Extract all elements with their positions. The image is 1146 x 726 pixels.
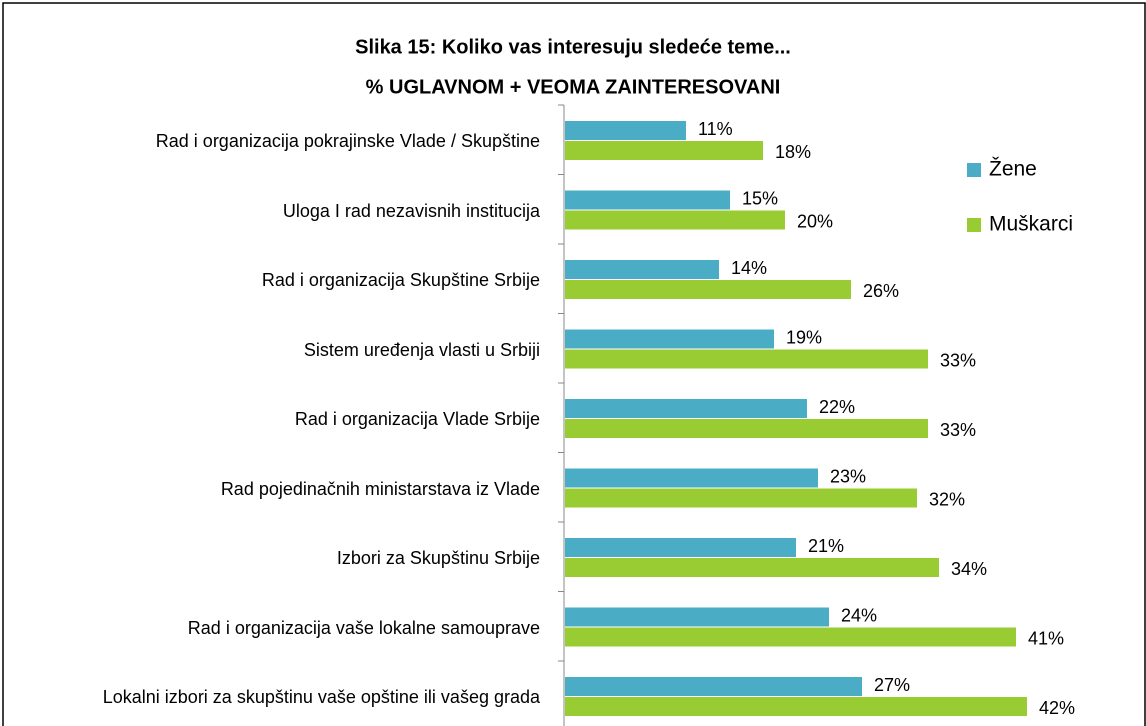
category-label: Izbori za Skupštinu Srbije	[336, 548, 540, 568]
data-label: 14%	[731, 258, 767, 278]
data-label: 33%	[940, 350, 976, 370]
category-label: Rad i organizacija vaše lokalne samoupra…	[187, 617, 540, 638]
data-label: 33%	[940, 420, 976, 440]
legend-swatch	[967, 218, 981, 232]
category-label: Rad i organizacija pokrajinske Vlade / S…	[155, 131, 540, 151]
bar	[565, 538, 796, 557]
data-label: 24%	[841, 605, 877, 625]
data-label: 32%	[929, 489, 965, 509]
data-label: 19%	[786, 327, 822, 347]
bar	[565, 468, 818, 488]
data-label: 34%	[951, 559, 987, 579]
data-label: 23%	[830, 466, 866, 486]
bar	[565, 488, 917, 508]
bar	[565, 141, 763, 160]
data-label: 42%	[1039, 698, 1075, 718]
bar	[565, 627, 1016, 647]
data-label: 21%	[808, 536, 844, 556]
bar	[565, 349, 928, 369]
category-label: Uloga I rad nezavisnih institucija	[282, 200, 540, 221]
bar	[565, 329, 774, 349]
bar	[565, 419, 928, 438]
category-label: Rad i organizacija Skupštine Srbije	[261, 270, 540, 290]
bar	[565, 677, 862, 696]
category-label: Rad i organizacija Vlade Srbije	[294, 409, 540, 429]
bar	[565, 280, 851, 299]
chart-title: Slika 15: Koliko vas interesuju sledeće …	[355, 36, 791, 58]
bar	[565, 697, 1027, 716]
category-label: Rad pojedinačnih ministarstava iz Vlade	[220, 478, 540, 499]
legend-label: Muškarci	[989, 213, 1073, 236]
bar	[565, 607, 829, 627]
bar	[565, 399, 807, 418]
bar	[565, 121, 686, 140]
data-label: 41%	[1028, 628, 1064, 648]
data-label: 11%	[698, 119, 733, 139]
data-label: 26%	[863, 281, 899, 301]
data-label: 20%	[797, 211, 833, 231]
bar	[565, 260, 719, 279]
category-label: Sistem uređenja vlasti u Srbiji	[303, 339, 540, 360]
bar	[565, 190, 730, 210]
category-label: Lokalni izbori za skupštinu vaše opštine…	[102, 687, 540, 707]
chart-subtitle: % UGLAVNOM + VEOMA ZAINTERESOVANI	[366, 76, 781, 98]
data-label: 22%	[819, 397, 855, 417]
bar	[565, 210, 785, 230]
legend-label: Žene	[989, 158, 1037, 181]
legend-swatch	[967, 163, 981, 177]
data-label: 15%	[742, 188, 778, 208]
data-label: 27%	[874, 675, 910, 695]
data-label: 18%	[775, 142, 811, 162]
bar	[565, 558, 939, 577]
